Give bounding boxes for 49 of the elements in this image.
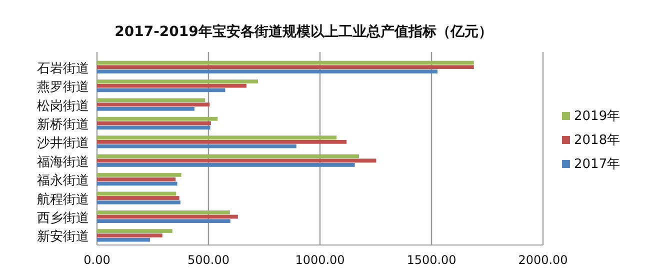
- bar: [97, 102, 210, 106]
- bar: [97, 106, 194, 111]
- bar: [97, 200, 180, 204]
- bar: [97, 210, 230, 214]
- bar: [97, 116, 218, 121]
- y-tick-label: 新安街道: [37, 228, 89, 245]
- legend-label: 2017年: [574, 157, 620, 172]
- bar: [97, 192, 176, 196]
- bar: [97, 229, 172, 233]
- y-tick-label: 福永街道: [37, 172, 89, 189]
- bar: [97, 144, 296, 148]
- y-tick-label: 福海街道: [37, 154, 89, 170]
- y-tick-label: 西乡街道: [37, 210, 89, 226]
- bar: [97, 158, 376, 163]
- bar: [97, 65, 474, 70]
- x-tick-label: 0.00: [84, 253, 110, 267]
- bar: [97, 80, 258, 84]
- bar: [97, 163, 355, 167]
- bar: [97, 88, 226, 92]
- bar: [97, 121, 211, 126]
- bar: [97, 136, 336, 140]
- x-tick-label: 1000.00: [295, 253, 345, 267]
- x-tick-label: 500.00: [188, 253, 230, 267]
- bar: [97, 154, 360, 158]
- bar: [97, 173, 182, 177]
- bar: [97, 233, 162, 238]
- bar: [97, 84, 246, 88]
- x-tick-label: 1500.00: [406, 253, 456, 267]
- bar: [97, 60, 474, 65]
- bar: [97, 196, 180, 200]
- bar: [97, 238, 150, 242]
- y-tick-label: 燕罗街道: [37, 80, 89, 96]
- y-tick-label: 松岗街道: [37, 98, 89, 114]
- bar: [97, 219, 230, 223]
- legend-label: 2018年: [574, 133, 620, 148]
- chart-title: 2017-2019年宝安各街道规模以上工业总产值指标（亿元）: [114, 23, 492, 40]
- bar: [97, 126, 210, 130]
- y-tick-label: 航程街道: [37, 192, 89, 208]
- bar: [97, 70, 438, 74]
- bar: [97, 140, 347, 144]
- legend-label: 2019年: [574, 109, 620, 124]
- y-tick-label: 新桥街道: [37, 117, 89, 132]
- y-tick-label: 石岩街道: [37, 61, 89, 76]
- x-tick-label: 2000.00: [518, 253, 568, 267]
- bar: [97, 177, 176, 182]
- bar: [97, 214, 238, 219]
- y-tick-label: 沙井街道: [37, 136, 89, 152]
- bar: [97, 98, 206, 102]
- bar: [97, 182, 178, 186]
